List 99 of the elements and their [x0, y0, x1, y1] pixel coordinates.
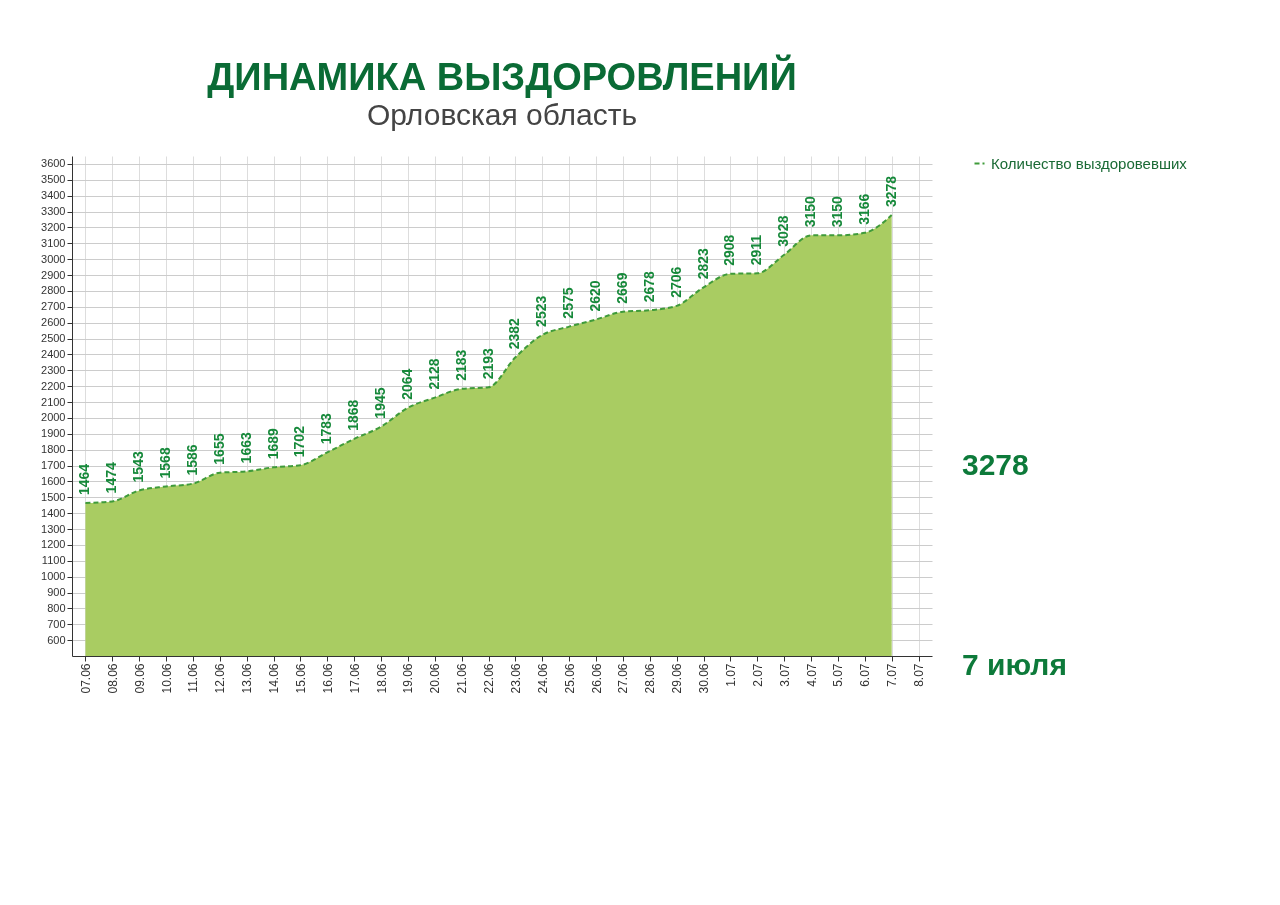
y-tick-label: 3100 — [41, 236, 66, 249]
x-tick-label: 17.06 — [347, 663, 362, 694]
y-tick-label: 3000 — [41, 252, 66, 265]
data-label: 1783 — [318, 412, 335, 445]
chart-subtitle: Орловская область — [366, 98, 638, 131]
y-tick-label: 2000 — [41, 411, 66, 424]
data-label: 3028 — [775, 215, 792, 247]
data-label: 3150 — [802, 196, 819, 228]
data-label: 2523 — [533, 295, 550, 327]
x-tick-label: 25.06 — [562, 663, 577, 694]
y-tick-label: 3200 — [41, 220, 66, 233]
x-tick-label: 13.06 — [240, 663, 255, 694]
y-tick-label: 800 — [47, 601, 66, 614]
x-tick-label: 24.06 — [535, 663, 550, 694]
y-tick-label: 1800 — [41, 443, 66, 456]
y-tick-label: 3400 — [41, 189, 66, 202]
legend-label: Количество выздоровевших — [991, 154, 1188, 172]
x-tick-label: 09.06 — [132, 663, 147, 694]
data-label: 1543 — [130, 451, 147, 483]
x-tick-label: 22.06 — [482, 663, 497, 694]
data-label: 2064 — [398, 368, 415, 400]
x-tick-label: 2.07 — [750, 663, 765, 687]
x-tick-label: 26.06 — [589, 663, 604, 694]
y-tick-label: 600 — [47, 633, 66, 646]
data-label: 1586 — [183, 444, 200, 476]
data-label: 1464 — [76, 463, 93, 495]
y-tick-label: 2300 — [41, 363, 66, 376]
data-label: 1868 — [345, 399, 362, 431]
y-tick-label: 700 — [47, 617, 66, 630]
data-label: 1655 — [210, 433, 227, 465]
y-tick-label: 2600 — [41, 316, 66, 329]
x-tick-label: 21.06 — [455, 663, 470, 694]
y-tick-label: 2800 — [41, 284, 66, 297]
data-label: 3150 — [828, 196, 845, 228]
data-label: 2669 — [613, 272, 630, 304]
y-tick-label: 2400 — [41, 347, 66, 360]
data-label: 1945 — [372, 387, 389, 419]
chart-title: ДИНАМИКА ВЫЗДОРОВЛЕНИЙ — [207, 54, 797, 98]
x-tick-label: 20.06 — [428, 663, 443, 694]
data-label: 2382 — [506, 317, 523, 350]
data-label: 2823 — [694, 247, 711, 280]
y-tick-label: 1600 — [41, 474, 66, 487]
x-tick-label: 15.06 — [293, 663, 308, 694]
x-tick-label: 30.06 — [697, 663, 712, 694]
y-tick-label: 2700 — [41, 300, 66, 313]
x-tick-label: 11.06 — [186, 663, 201, 693]
x-tick-label: 29.06 — [670, 663, 685, 694]
y-tick-label: 2100 — [41, 395, 66, 408]
data-label: 1568 — [157, 447, 174, 479]
y-tick-label: 1000 — [41, 570, 66, 583]
x-tick-label: 8.07 — [912, 663, 927, 687]
data-label: 3166 — [855, 193, 872, 225]
x-tick-label: 07.06 — [78, 663, 93, 694]
data-label: 2183 — [452, 349, 469, 381]
x-tick-label: 08.06 — [105, 663, 120, 694]
y-tick-label: 2500 — [41, 332, 66, 345]
y-tick-label: 3300 — [41, 205, 66, 218]
x-tick-label: 18.06 — [374, 663, 389, 694]
y-tick-label: 2900 — [41, 268, 66, 281]
data-label: 2193 — [479, 347, 496, 380]
y-tick-label: 900 — [47, 586, 66, 599]
x-tick-label: 12.06 — [213, 663, 228, 694]
data-label: 2575 — [560, 287, 577, 319]
data-label: 2706 — [667, 266, 684, 298]
x-tick-label: 1.07 — [723, 663, 738, 687]
y-tick-label: 1200 — [41, 538, 66, 551]
x-tick-label: 23.06 — [508, 663, 523, 694]
data-label: 3278 — [882, 175, 899, 208]
x-tick-label: 10.06 — [159, 663, 174, 694]
y-tick-label: 1300 — [41, 522, 66, 535]
y-tick-label: 1400 — [41, 506, 66, 519]
x-tick-label: 7.07 — [885, 663, 900, 687]
x-tick-label: 19.06 — [401, 663, 416, 694]
y-tick-label: 1900 — [41, 427, 66, 440]
x-tick-label: 3.07 — [777, 663, 792, 687]
data-label: 2911 — [748, 234, 765, 266]
data-label: 1702 — [291, 425, 308, 458]
x-tick-label: 6.07 — [858, 663, 873, 687]
data-label: 1474 — [103, 462, 120, 494]
x-tick-label: 14.06 — [267, 663, 282, 694]
x-tick-label: 27.06 — [616, 663, 631, 694]
x-tick-label: 28.06 — [643, 663, 658, 694]
y-tick-label: 1700 — [41, 459, 66, 472]
y-tick-label: 1100 — [41, 554, 66, 567]
data-label: 2620 — [587, 280, 604, 312]
y-tick-label: 3600 — [41, 157, 66, 170]
data-label: 2128 — [425, 358, 442, 390]
data-label: 1689 — [264, 427, 281, 460]
x-tick-label: 5.07 — [831, 663, 846, 687]
text: 7 июля — [962, 648, 1067, 681]
data-label: 2678 — [640, 270, 657, 303]
data-label: 1663 — [237, 432, 254, 464]
x-tick-label: 4.07 — [804, 663, 819, 687]
y-tick-label: 3500 — [41, 173, 66, 186]
x-tick-label: 16.06 — [320, 663, 335, 694]
text: 3278 — [962, 448, 1029, 481]
y-tick-label: 1500 — [41, 490, 66, 503]
y-tick-label: 2200 — [41, 379, 66, 392]
data-label: 2908 — [721, 234, 738, 266]
